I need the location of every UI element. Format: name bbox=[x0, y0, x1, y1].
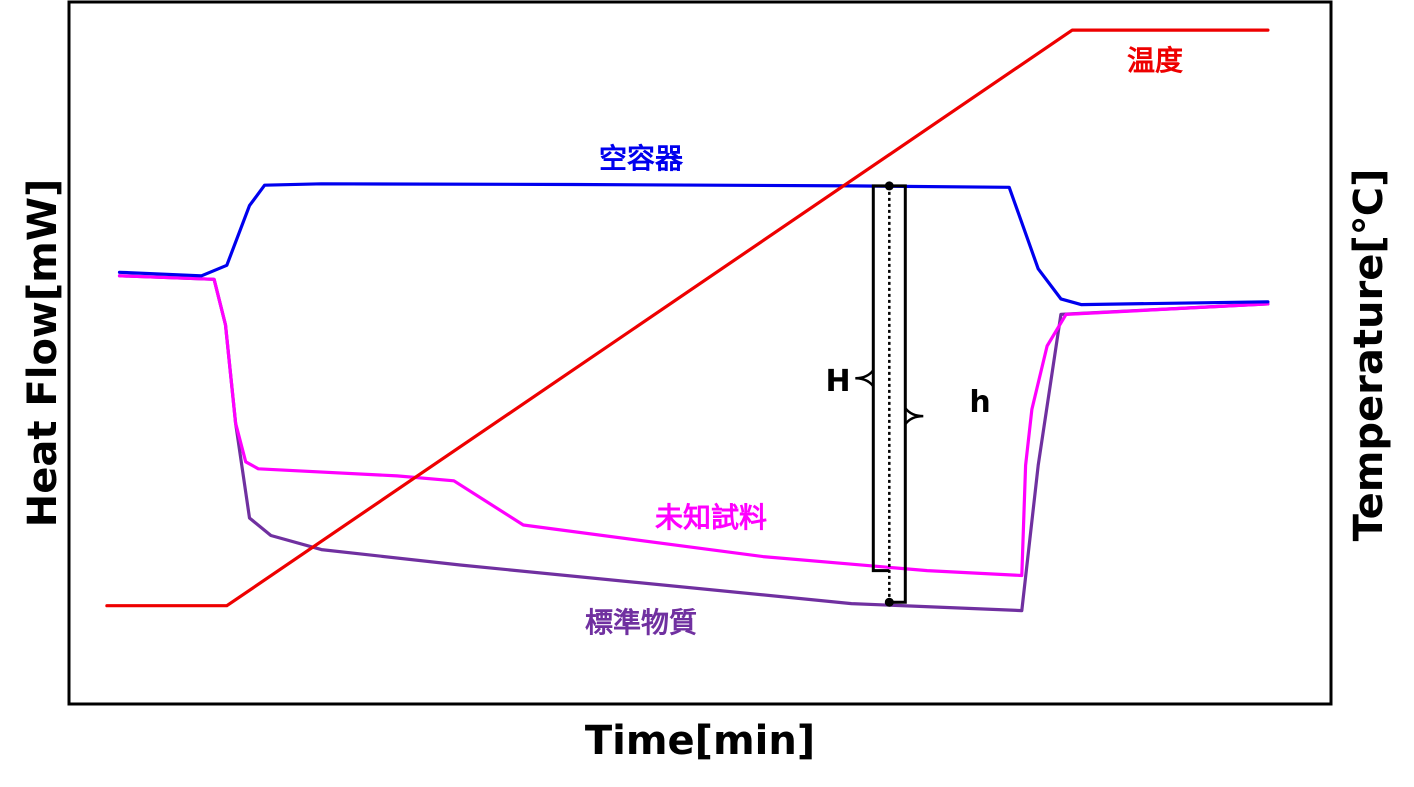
brace-pointer-left bbox=[855, 369, 875, 388]
x-axis-title: Time[min] bbox=[585, 718, 815, 764]
series-line-unknown-sample bbox=[117, 274, 1270, 578]
series-label-temperature: 温度 bbox=[1127, 44, 1183, 77]
measurement-brackets bbox=[855, 181, 924, 607]
series-line-temperature bbox=[105, 28, 1270, 608]
y2-axis-title: Temperature[℃] bbox=[1346, 169, 1392, 542]
series-label-empty-pan: 空容器 bbox=[599, 142, 684, 175]
measurement-dot-top bbox=[884, 181, 894, 191]
plot-frame bbox=[67, 0, 1333, 706]
brace-pointer-right bbox=[904, 407, 924, 425]
annotation-label-H: H bbox=[825, 364, 850, 399]
series-label-unknown-sample: 未知試料 bbox=[655, 501, 767, 534]
y-axis-title: Heat Flow[mW] bbox=[20, 179, 66, 527]
series-layer bbox=[105, 28, 1270, 613]
bracket-H-reference bbox=[889, 184, 907, 604]
series-label-reference-material: 標準物質 bbox=[585, 606, 697, 639]
bracket-h-unknown bbox=[871, 184, 890, 573]
annotation-label-h: h bbox=[969, 385, 990, 420]
series-line-empty-pan bbox=[117, 182, 1270, 307]
measurement-dot-bottom bbox=[884, 597, 894, 607]
